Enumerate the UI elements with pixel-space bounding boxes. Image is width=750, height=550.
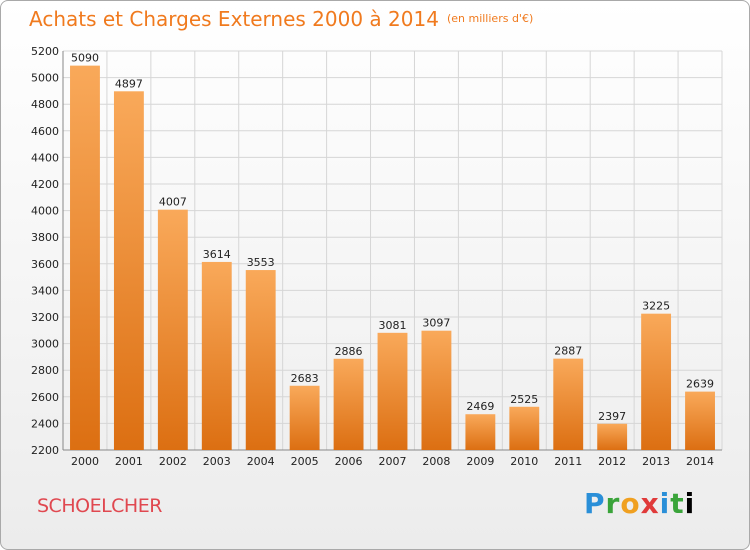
- data-label: 2525: [510, 393, 538, 406]
- data-label: 2887: [554, 345, 582, 358]
- y-tick-label: 2600: [31, 391, 59, 404]
- bar: [377, 332, 408, 450]
- data-label: 3225: [642, 300, 670, 313]
- y-tick-label: 4200: [31, 178, 59, 191]
- x-tick-label: 2005: [291, 455, 319, 468]
- logo-letter: o: [620, 487, 641, 520]
- logo-letter: i: [684, 487, 696, 520]
- x-tick-label: 2014: [686, 455, 714, 468]
- x-tick-label: 2013: [642, 455, 670, 468]
- logo-letter: x: [640, 487, 660, 520]
- chart-unit: (en milliers d'€): [446, 12, 534, 25]
- y-tick-label: 3200: [31, 311, 59, 324]
- data-label: 3081: [379, 319, 407, 332]
- y-tick-label: 2800: [31, 364, 59, 377]
- data-label: 2397: [598, 410, 626, 423]
- x-tick-label: 2009: [466, 455, 494, 468]
- bar: [70, 65, 100, 450]
- bar: [245, 270, 276, 450]
- y-tick-label: 4800: [31, 98, 59, 111]
- bar: [421, 330, 452, 450]
- bar: [465, 414, 496, 450]
- y-tick-label: 3800: [31, 231, 59, 244]
- chart-title-text: Achats et Charges Externes 2000 à 2014: [29, 7, 439, 31]
- x-tick-label: 2007: [379, 455, 407, 468]
- x-tick-label: 2008: [422, 455, 450, 468]
- y-tick-label: 5000: [31, 72, 59, 85]
- bar: [289, 385, 320, 450]
- x-tick-label: 2000: [71, 455, 99, 468]
- x-tick-label: 2006: [335, 455, 363, 468]
- y-tick-label: 4600: [31, 125, 59, 138]
- data-label: 2639: [686, 378, 714, 391]
- x-tick-label: 2001: [115, 455, 143, 468]
- bar: [113, 91, 144, 450]
- x-tick-label: 2004: [247, 455, 275, 468]
- data-label: 2886: [335, 345, 363, 358]
- bar: [333, 358, 364, 450]
- y-tick-label: 2400: [31, 417, 59, 430]
- logo-letter: t: [670, 487, 685, 520]
- bar: [157, 209, 188, 450]
- logo-letter: i: [659, 487, 671, 520]
- data-label: 4897: [115, 77, 143, 90]
- bar: [509, 406, 540, 450]
- y-tick-label: 3000: [31, 338, 59, 351]
- bar: [685, 391, 715, 450]
- bar: [641, 313, 672, 450]
- location-name: SCHOELCHER: [37, 495, 162, 517]
- y-tick-label: 3600: [31, 258, 59, 271]
- data-label: 2469: [466, 400, 494, 413]
- x-tick-label: 2011: [554, 455, 582, 468]
- y-tick-label: 4000: [31, 205, 59, 218]
- bar: [597, 423, 628, 450]
- x-tick-label: 2012: [598, 455, 626, 468]
- data-label: 2683: [291, 372, 319, 385]
- proxiti-logo: Proxiti: [584, 487, 695, 520]
- data-label: 3097: [422, 317, 450, 330]
- bar: [553, 358, 584, 450]
- bar: [201, 261, 232, 450]
- x-tick-label: 2002: [159, 455, 187, 468]
- x-tick-label: 2003: [203, 455, 231, 468]
- data-label: 4007: [159, 196, 187, 209]
- labels: 2200 2400 2600 2800 3000 3200 3400 3600 3800 4000…: [31, 45, 714, 468]
- data-label: 3614: [203, 248, 231, 261]
- y-tick-label: 2200: [31, 444, 59, 457]
- y-tick-label: 4400: [31, 151, 59, 164]
- data-label: 5090: [71, 52, 99, 65]
- y-tick-label: 5200: [31, 45, 59, 58]
- y-tick-label: 3400: [31, 284, 59, 297]
- bars: [70, 65, 715, 450]
- data-label: 3553: [247, 256, 275, 269]
- x-tick-label: 2010: [510, 455, 538, 468]
- logo-letter: P: [584, 487, 606, 520]
- logo-letter: r: [605, 487, 621, 520]
- chart-title: Achats et Charges Externes 2000 à 2014 (e…: [29, 7, 533, 31]
